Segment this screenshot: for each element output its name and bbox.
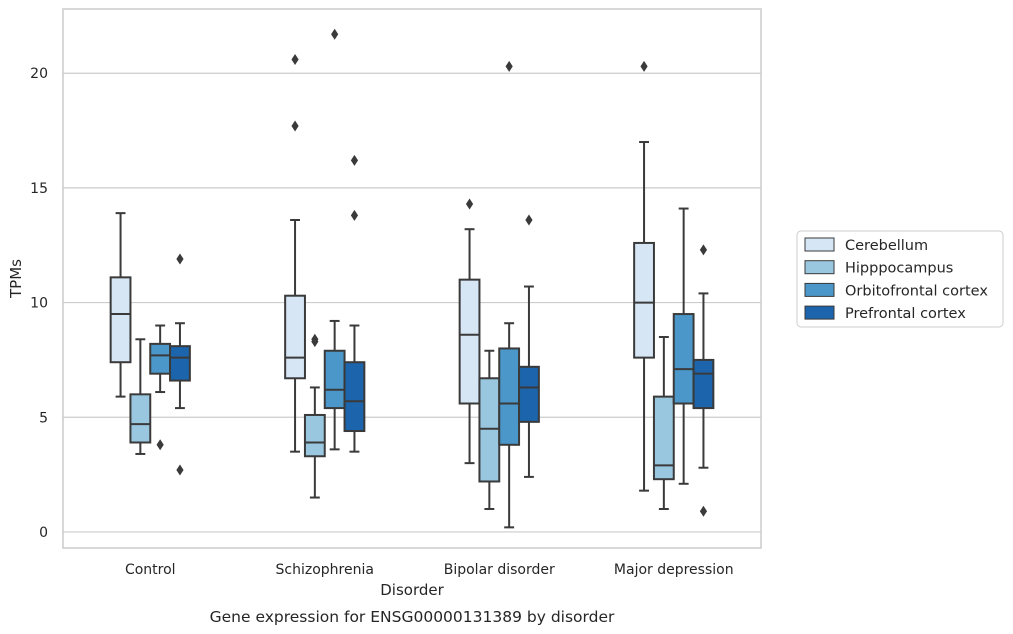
outlier-point (640, 60, 648, 72)
legend-label: Prefrontal cortex (845, 306, 966, 322)
x-axis-label: Disorder (380, 581, 444, 599)
box-iqr (692, 358, 715, 410)
outlier-point (699, 244, 708, 256)
box-iqr (129, 393, 152, 444)
box-hipppocampus-0 (129, 338, 152, 455)
outlier-point (291, 53, 299, 65)
box-hipppocampus-3 (652, 335, 675, 511)
legend-swatch (804, 237, 835, 252)
x-tick-label: Bipolar disorder (444, 562, 555, 578)
box-iqr (169, 345, 191, 382)
y-tick-label: 10 (30, 296, 48, 312)
x-tick-labels: Control Schizophrenia Bipolar disorder Majo… (125, 562, 734, 578)
legend-swatch (804, 282, 835, 297)
box-iqr (109, 276, 132, 364)
box-iqr (323, 349, 346, 410)
box-orbitofrontal-cortex-3 (672, 207, 695, 485)
box-iqr (149, 342, 172, 375)
x-tick-label: Schizophrenia (276, 562, 374, 578)
legend-swatch (804, 260, 835, 275)
legend-swatch (804, 305, 835, 320)
legend-label: Orbitofrontal cortex (845, 283, 988, 299)
box-iqr (518, 365, 540, 423)
outlier-point (311, 333, 319, 345)
box-orbitofrontal-cortex-2 (498, 60, 521, 529)
outlier-point (176, 253, 184, 265)
box-iqr (633, 241, 655, 359)
legend-frame (796, 230, 1004, 328)
box-prefrontal-cortex-0 (169, 253, 191, 476)
box-cerebellum-2 (458, 198, 481, 465)
box-cerebellum-0 (109, 212, 132, 398)
y-tick-label: 15 (30, 181, 48, 197)
box-iqr (343, 361, 366, 433)
box-iqr (672, 313, 695, 405)
legend-label: Hipppocampus (845, 261, 953, 277)
box-iqr (458, 278, 481, 405)
outlier-point (350, 154, 359, 166)
box-iqr (478, 377, 501, 483)
box-hipppocampus-1 (303, 333, 326, 499)
legend: Cerebellum Hipppocampus Orbitofrontal cort… (796, 230, 1004, 328)
x-tick-label: Control (125, 562, 176, 578)
outlier-point (350, 209, 359, 221)
plot-frame (62, 8, 762, 549)
outlier-point (176, 464, 184, 476)
outlier-point (156, 439, 164, 451)
box-iqr (284, 294, 306, 380)
box-iqr (303, 413, 326, 458)
outlier-point (505, 60, 513, 72)
box-prefrontal-cortex-2 (518, 214, 540, 478)
outlier-point (291, 120, 299, 132)
box-iqr (652, 395, 675, 481)
y-tick-label: 5 (39, 410, 48, 426)
legend-label: Cerebellum (845, 238, 928, 254)
outlier-point (525, 214, 533, 226)
chart-caption: Gene expression for ENSG00000131389 by d… (210, 608, 615, 626)
box-orbitofrontal-cortex-1 (323, 28, 346, 451)
box-cerebellum-1 (284, 53, 306, 453)
box-prefrontal-cortex-1 (343, 154, 366, 453)
outlier-point (331, 28, 339, 40)
y-tick-label: 20 (30, 66, 48, 82)
plot-boxes (109, 28, 715, 529)
box-cerebellum-3 (633, 60, 655, 492)
y-tick-label: 0 (39, 525, 48, 541)
outlier-point (465, 198, 474, 210)
box-orbitofrontal-cortex-0 (149, 324, 172, 451)
x-tick-label: Major depression (614, 562, 734, 578)
outlier-point (699, 505, 708, 517)
box-hipppocampus-2 (478, 349, 501, 511)
box-prefrontal-cortex-3 (692, 244, 715, 517)
y-tick-labels: 0 5 10 15 20 (30, 66, 48, 541)
box-iqr (498, 347, 521, 446)
y-axis-label: TPMs (7, 259, 25, 299)
